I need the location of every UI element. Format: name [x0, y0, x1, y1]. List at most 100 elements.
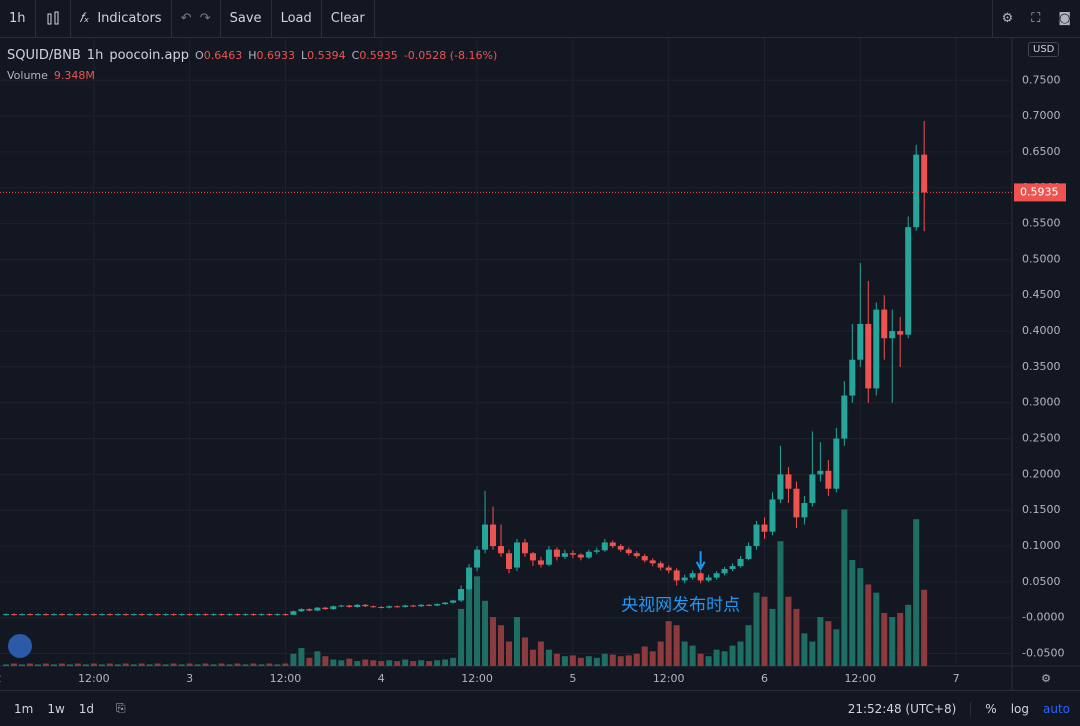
volume-bar [482, 600, 489, 666]
volume-bar [282, 663, 289, 666]
volume-bar [849, 559, 856, 666]
volume-bar [74, 663, 81, 666]
candle-body [657, 563, 664, 568]
source: poocoin.app [109, 47, 190, 63]
candle-body [609, 542, 616, 547]
volume-bar [146, 664, 153, 666]
auto-toggle[interactable]: auto [1042, 701, 1070, 716]
volume-bar [817, 617, 824, 666]
candle-body [346, 605, 353, 607]
candle-body [162, 614, 169, 616]
volume-bar [330, 659, 337, 666]
volume-bar [122, 663, 129, 666]
volume-bar [721, 651, 728, 666]
save-button[interactable]: Save [221, 0, 272, 38]
settings-button[interactable]: ⚙ [991, 0, 1023, 38]
candle-body [593, 550, 600, 552]
volume-bar [354, 661, 361, 666]
interval-button[interactable]: 1h [0, 0, 36, 38]
screenshot-button[interactable]: ◙ [1058, 11, 1071, 26]
candle-body [689, 573, 696, 578]
volume-bar [569, 655, 576, 666]
load-button[interactable]: Load [272, 0, 322, 38]
percent-toggle[interactable]: % [970, 701, 997, 716]
candle-body [58, 614, 65, 616]
y-tick-label: 0.5500 [1022, 217, 1061, 230]
date-range-button[interactable]: ⎘ [116, 701, 126, 715]
candle-body [673, 570, 680, 581]
candle-body [585, 551, 592, 558]
volume-bar [809, 641, 816, 666]
candle-body [194, 614, 201, 616]
volume-bar [466, 584, 473, 666]
candle-body [889, 331, 896, 339]
candle-body [817, 470, 824, 475]
volume-bar [226, 664, 233, 666]
l-label: L [300, 48, 308, 62]
clear-button[interactable]: Clear [322, 0, 375, 38]
chart-type-button[interactable] [36, 0, 71, 38]
log-toggle[interactable]: log [1010, 701, 1029, 716]
volume-bar [106, 663, 113, 666]
range-button[interactable]: 1m [14, 701, 34, 716]
candle-body [330, 606, 337, 610]
y-tick-label: 0.7000 [1022, 109, 1061, 122]
volume-bar [498, 625, 505, 666]
candle-body [553, 549, 560, 557]
currency-select[interactable]: USD [1028, 42, 1060, 57]
volume-bar [841, 509, 848, 666]
volume-bar [561, 656, 568, 666]
volume-bar [553, 653, 560, 666]
indicators-button[interactable]: 𝑓ₓ Indicators [71, 0, 172, 38]
candle-body [386, 606, 393, 608]
candle-body [2, 614, 9, 616]
x-tick-label: 5 [569, 672, 576, 685]
volume-label: Volume [7, 68, 48, 82]
candle-body [825, 470, 832, 489]
range-button[interactable]: 1d [78, 701, 95, 716]
annotation-arrow [695, 551, 706, 572]
x-tick-label: 12:00 [78, 672, 110, 685]
volume-bar [545, 649, 552, 666]
candle-body [793, 488, 800, 518]
volume-bar [921, 589, 928, 666]
candle-body [769, 499, 776, 532]
candle-body [490, 524, 497, 547]
c-label: C [351, 48, 360, 62]
h-label: H [248, 48, 257, 62]
clock: 21:52:48 (UTC+8) [847, 701, 957, 716]
volume-bar [338, 660, 345, 666]
candle-body [74, 614, 81, 616]
candle-body [913, 154, 920, 228]
undo-redo[interactable]: ↶ ↷ [172, 0, 221, 38]
volume-bar [506, 641, 512, 666]
candle-body [753, 524, 760, 547]
candle-body [498, 546, 505, 554]
volume-bar [258, 664, 265, 666]
volume-bar [609, 654, 616, 666]
y-tick-label: 0.1500 [1022, 503, 1061, 516]
candle-body [506, 553, 512, 569]
y-tick-label: 0.2500 [1022, 432, 1061, 445]
volume-bar [577, 657, 584, 666]
last-price-label: 0.5935 [1020, 185, 1059, 198]
volume-bar [889, 617, 896, 666]
candle-body [258, 614, 265, 616]
volume-bar [617, 656, 624, 666]
candle-body [785, 474, 792, 489]
candle-body [410, 605, 417, 607]
candle-body [921, 154, 928, 193]
range-button[interactable]: 1w [47, 701, 65, 716]
volume-bar [34, 664, 41, 666]
candle-body [298, 609, 305, 612]
x-tick-label: 4 [378, 672, 385, 685]
volume-bar [713, 649, 720, 666]
volume-bar [585, 656, 592, 666]
candle-body [130, 614, 137, 616]
fullscreen-button[interactable]: ⛶ [1031, 11, 1041, 26]
candle-body [122, 614, 129, 616]
candle-body [146, 614, 153, 616]
y-tick-label: 0.7500 [1022, 73, 1061, 86]
volume-bar [18, 664, 25, 666]
